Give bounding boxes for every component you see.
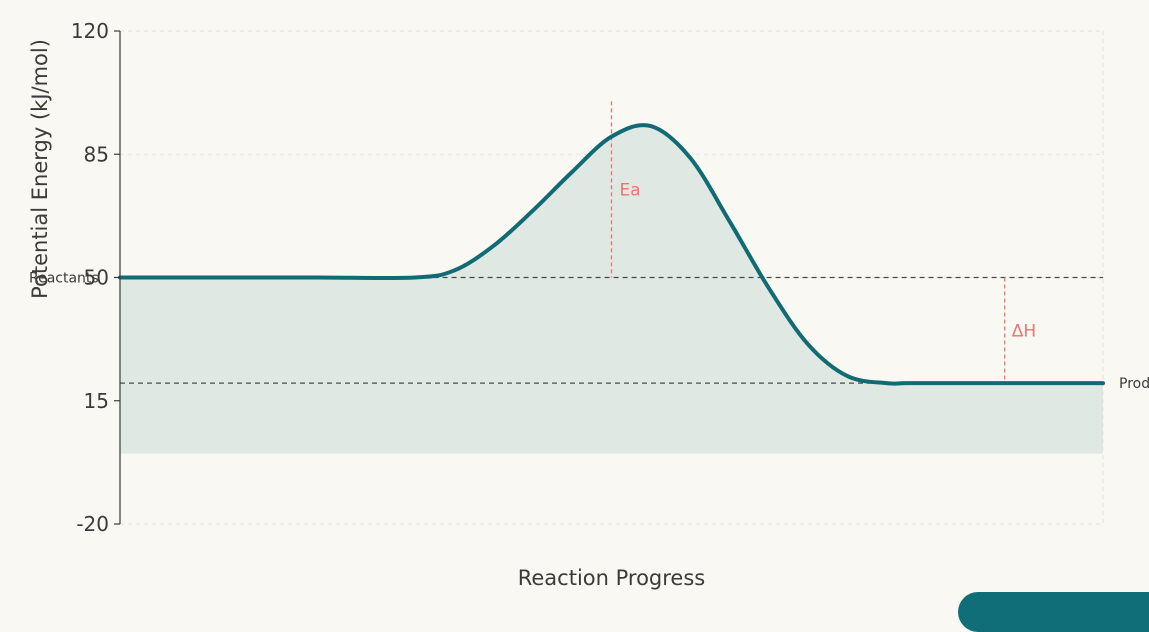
y-tick-label: 50 (84, 266, 109, 290)
activation-energy-label: Ea (620, 180, 641, 200)
y-axis-ticks: 120 85 50 15 -20 (71, 19, 120, 536)
y-axis-label: Potential Energy (kJ/mol) (28, 39, 52, 299)
y-tick-label: -20 (76, 512, 109, 536)
products-label: Products (1119, 376, 1149, 392)
reactants-label: Reactants (29, 271, 99, 287)
x-axis-label: Reaction Progress (518, 566, 706, 590)
energy-curve-line (118, 123, 1105, 386)
energy-diagram-chart: 120 85 50 15 -20 Ea ΔH Reactants Products Re… (28, 19, 1149, 590)
energy-area-fill (120, 125, 1103, 454)
y-tick-label: 15 (84, 389, 109, 413)
enthalpy-change-label: ΔH (1012, 321, 1036, 341)
corner-action-button[interactable] (958, 592, 1149, 632)
y-tick-label: 85 (84, 142, 109, 166)
y-tick-label: 120 (71, 19, 109, 43)
